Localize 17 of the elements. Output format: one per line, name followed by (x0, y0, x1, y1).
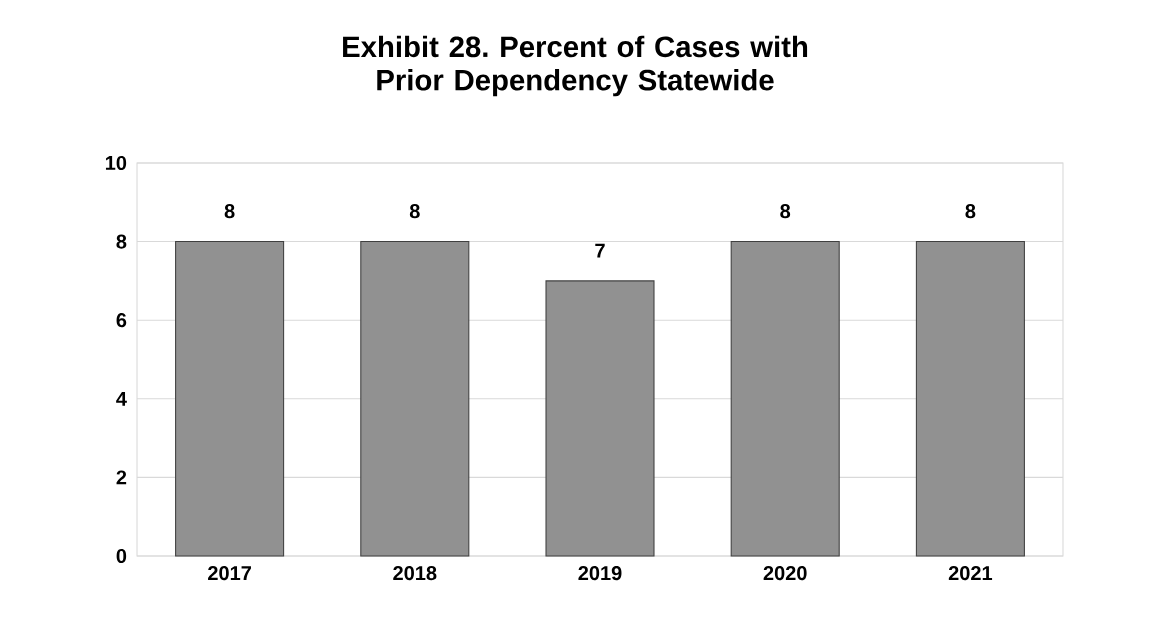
x-tick-label: 2019 (578, 566, 622, 581)
y-tick-label: 6 (116, 313, 127, 328)
y-tick-label: 0 (116, 548, 127, 564)
y-tick-label: 10 (105, 155, 127, 171)
data-label: 7 (595, 243, 605, 258)
data-label: 8 (224, 204, 235, 219)
y-tick-label: 4 (116, 391, 127, 406)
y-tick-label: 8 (116, 234, 127, 249)
x-tick-label: 2018 (393, 566, 437, 581)
y-tick-label: 2 (116, 470, 127, 485)
data-label: 8 (409, 204, 420, 219)
x-tick-label: 2021 (948, 566, 993, 581)
chart-title: Exhibit 28. Percent of Cases with Prior Dependency Statewide (343, 35, 808, 97)
x-tick-label: 2020 (763, 566, 807, 581)
data-label: 8 (780, 204, 791, 219)
data-label: 8 (965, 204, 976, 219)
x-tick-label: 2017 (208, 566, 251, 581)
